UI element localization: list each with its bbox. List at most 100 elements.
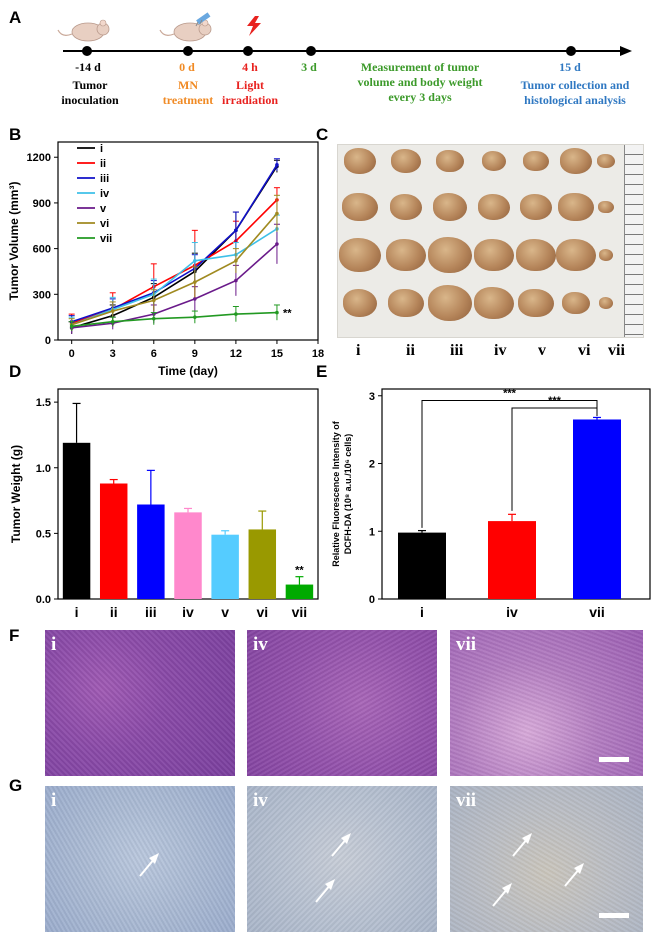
significance-marker: *** (548, 395, 562, 407)
tumor-sample (339, 238, 381, 272)
series-line-v (71, 243, 278, 329)
legend-label-iii: iii (100, 173, 109, 185)
y-tick-label: 0 (369, 594, 375, 606)
photo-group-label-ii: ii (406, 342, 415, 359)
y-tick-label: 900 (33, 198, 51, 210)
tumor-sample (433, 193, 467, 221)
data-point (151, 298, 156, 303)
legend-label-vii: vii (100, 233, 112, 245)
legend-label-ii: ii (100, 158, 106, 170)
x-category-label: i (75, 604, 79, 620)
y-tick-label: 1.0 (36, 463, 51, 475)
timeline-measurement: Measurement of tumor volume and body weig… (357, 60, 483, 104)
timeline-dot-5 (566, 46, 576, 56)
legend-label-i: i (100, 143, 103, 155)
he-label-i: i (51, 634, 57, 655)
arrow-icon (139, 853, 159, 877)
series-line-vi (71, 213, 278, 326)
significance-bracket-2 (511, 407, 597, 511)
bar-iii (137, 504, 165, 599)
timeline-desc-1: Tumor inoculation (61, 78, 119, 107)
he-label-iv: iv (253, 634, 268, 655)
x-category-label: iv (506, 604, 518, 620)
tumor-sample (599, 249, 613, 261)
x-category-label: vii (292, 604, 308, 620)
ihc-stain-image-vii: vii (450, 786, 643, 932)
microneedle-patch-icon (195, 12, 211, 27)
data-point (234, 228, 238, 233)
panel-label-d: D (9, 362, 22, 381)
photo-group-label-iii: iii (450, 342, 464, 359)
tumor-sample (344, 148, 376, 174)
data-point (151, 316, 156, 321)
fluorescence-chart: 0 1 2 3 Relative Fluorescence Intensity of DC… (331, 388, 651, 620)
timeline-day-3: 4 h (242, 60, 258, 74)
y-tick-label: 0 (45, 335, 51, 347)
tumor-sample (343, 289, 377, 317)
he-stain-image-i: i (45, 630, 235, 776)
legend-label-vi: vi (100, 218, 109, 230)
tumor-sample (436, 149, 464, 173)
tumor-sample (474, 239, 514, 271)
timeline-figure (57, 12, 632, 56)
x-tick-label: 12 (230, 348, 242, 360)
ihc-label-i: i (51, 790, 57, 811)
tumor-sample (386, 239, 426, 271)
bar-vii (285, 584, 314, 599)
arrow-icon (512, 833, 532, 857)
timeline-dot-2 (183, 46, 193, 56)
arrow-icon (331, 833, 351, 857)
tumor-sample (428, 237, 472, 273)
x-tick-label: 18 (312, 348, 324, 360)
lightning-icon (247, 16, 261, 36)
panel-label-e: E (316, 362, 328, 381)
significance-bracket-1 (421, 400, 598, 528)
tumor-sample (516, 239, 556, 271)
series-line-iii (71, 164, 278, 323)
data-point (234, 312, 238, 316)
y-axis-label-line-2: DCFH-DA (10⁸ a.u./10⁶ cells) (343, 434, 353, 555)
tumor-sample (474, 287, 514, 319)
x-tick-label: 3 (110, 348, 116, 360)
x-axis-label: Time (day) (158, 364, 218, 378)
arrow-icon (315, 879, 335, 903)
timeline-day-5: 15 d (559, 60, 581, 74)
x-category-label: iii (145, 604, 157, 620)
y-tick-label: 600 (33, 244, 51, 256)
x-category-label: i (420, 604, 424, 620)
timeline-arrowhead (620, 46, 632, 56)
ihc-stain-image-iv: iv (247, 786, 437, 932)
x-tick-label: 9 (192, 348, 198, 360)
tumor-sample (482, 151, 506, 171)
bar-vii (573, 419, 621, 599)
tumor-sample (598, 200, 614, 214)
x-category-label: iv (182, 604, 194, 620)
tumor-sample (562, 291, 590, 315)
scale-bar (599, 757, 629, 762)
tumor-sample (520, 194, 552, 220)
timeline-day-4: 3 d (301, 60, 317, 74)
tumor-sample (560, 148, 592, 174)
y-axis-label-line-1: Relative Fluorescence Intensity of (331, 420, 341, 567)
x-category-label: vi (256, 604, 268, 620)
y-tick-label: 2 (369, 459, 375, 471)
legend-label-v: v (100, 203, 107, 215)
tumor-sample (597, 153, 615, 169)
data-point (69, 324, 74, 329)
timeline-dot-3 (243, 46, 253, 56)
y-axis-label: Tumor Volume (mm³) (7, 182, 21, 301)
y-tick-label: 300 (33, 289, 51, 301)
timeline-desc-5: Tumor collection and histological analysi… (520, 78, 630, 107)
tumor-sample (388, 288, 424, 318)
scale-bar (599, 913, 629, 918)
plot-frame (57, 141, 319, 341)
he-stain-image-iv: iv (247, 630, 437, 776)
photo-group-label-v: v (538, 342, 546, 359)
tumor-sample (391, 149, 421, 173)
arrow-icon (564, 863, 584, 887)
tumor-sample (428, 285, 472, 321)
significance-marker: *** (503, 388, 517, 400)
data-point (234, 259, 238, 263)
photo-group-label-vii: vii (608, 342, 625, 359)
tumor-sample (478, 194, 510, 220)
